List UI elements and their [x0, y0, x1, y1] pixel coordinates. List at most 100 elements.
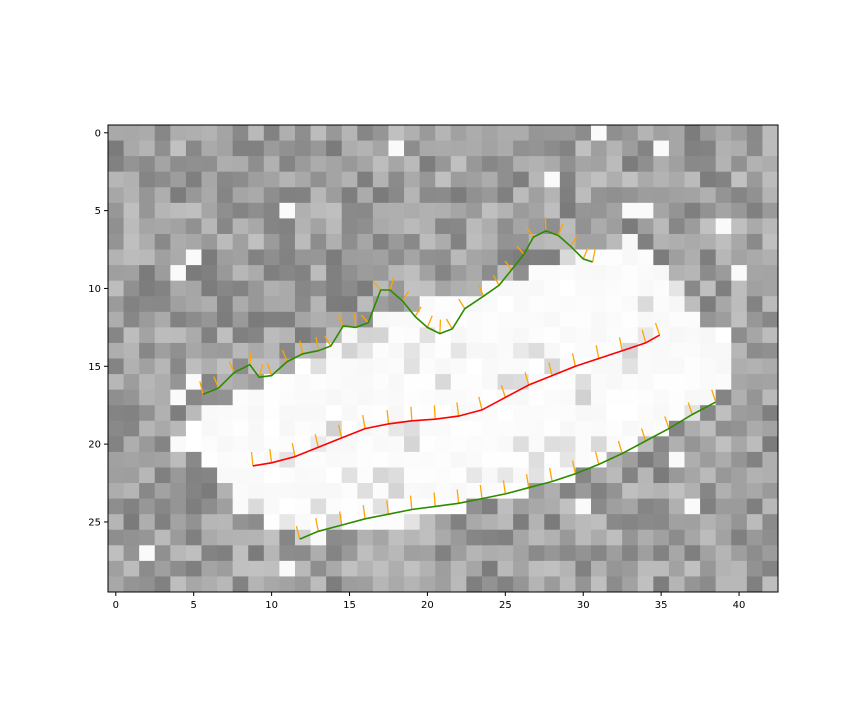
heatmap-cell [731, 233, 748, 251]
heatmap-cell [139, 187, 156, 204]
heatmap-cell [404, 171, 421, 188]
heatmap-cell [185, 249, 203, 266]
heatmap-cell [263, 358, 280, 375]
heatmap-cell [435, 389, 452, 406]
heatmap-cell [108, 374, 125, 391]
heatmap-cell [435, 358, 452, 375]
heatmap-cell [232, 202, 249, 219]
heatmap-cell [185, 327, 203, 344]
heatmap-cell [622, 358, 639, 375]
heatmap-cell [559, 560, 577, 578]
heatmap-cell [185, 405, 203, 422]
heatmap-cell [466, 436, 483, 453]
heatmap-cell [154, 265, 171, 282]
heatmap-cell [372, 374, 390, 391]
heatmap-cell [622, 514, 639, 531]
heatmap-cell [762, 187, 778, 204]
heatmap-cell [746, 156, 764, 173]
heatmap-cell [559, 296, 577, 313]
heatmap-cell [715, 576, 732, 592]
heatmap-cell [497, 560, 514, 578]
heatmap-cell [310, 296, 327, 313]
normal-tick [594, 451, 600, 465]
heatmap-cell [513, 545, 530, 562]
heatmap-cell [248, 436, 265, 453]
heatmap-cell [201, 420, 218, 437]
heatmap-cell [294, 389, 312, 406]
heatmap-cell [388, 451, 405, 469]
heatmap-cell [528, 187, 545, 204]
heatmap-cell [232, 374, 249, 391]
heatmap-cell [185, 374, 203, 391]
heatmap-cell [341, 140, 358, 157]
heatmap-cell [528, 140, 545, 157]
heatmap-cell [513, 436, 530, 453]
heatmap-cell [123, 420, 140, 437]
heatmap-cell [622, 483, 639, 500]
heatmap-cell [170, 218, 187, 235]
heatmap-cell [715, 467, 732, 484]
heatmap-cell [294, 233, 312, 251]
heatmap-cell [544, 202, 561, 219]
heatmap-cell [310, 265, 327, 282]
heatmap-cell [372, 451, 390, 469]
heatmap-cell [201, 560, 218, 578]
heatmap-cell [248, 576, 265, 592]
normal-tick [281, 349, 288, 362]
heatmap-cell [559, 140, 577, 157]
heatmap-cell [700, 202, 717, 219]
heatmap-cell [513, 420, 530, 437]
heatmap-cell [731, 389, 748, 406]
heatmap-cell [450, 125, 467, 142]
heatmap-cell [294, 171, 312, 188]
heatmap-cell [746, 483, 764, 500]
heatmap-cell [591, 545, 608, 562]
heatmap-cell [497, 545, 514, 562]
heatmap-cell [622, 249, 639, 266]
heatmap-cell [326, 140, 343, 157]
heatmap-cell [388, 436, 405, 453]
heatmap-cell [746, 467, 764, 484]
heatmap-cell [762, 249, 778, 266]
heatmap-cell [185, 358, 203, 375]
heatmap-cell [185, 560, 203, 578]
heatmap-cell [372, 576, 390, 592]
heatmap-cell [513, 514, 530, 531]
heatmap-cell [419, 420, 436, 437]
heatmap-cell [185, 296, 203, 313]
heatmap-cell [435, 140, 452, 157]
heatmap-cell [154, 218, 171, 235]
heatmap-cell [450, 140, 467, 157]
heatmap-cell [154, 374, 171, 391]
heatmap-cell [123, 576, 140, 592]
heatmap-cell [217, 576, 234, 592]
heatmap-cell [139, 467, 156, 484]
heatmap-cell [326, 125, 343, 142]
heatmap-cell [108, 405, 125, 422]
heatmap-cell [435, 171, 452, 188]
heatmap-cell [310, 545, 327, 562]
heatmap-cell [232, 498, 249, 515]
heatmap-cell [606, 358, 623, 375]
heatmap-cell [388, 342, 405, 360]
heatmap-cell [559, 280, 577, 297]
heatmap-cell [513, 156, 530, 173]
heatmap-cell [450, 171, 467, 188]
heatmap-cell [435, 311, 452, 328]
heatmap-cell [404, 545, 421, 562]
normal-tick [414, 306, 422, 317]
heatmap-cell [622, 576, 639, 592]
heatmap-cell [746, 545, 764, 562]
heatmap-cell [622, 187, 639, 204]
heatmap-cell [575, 514, 592, 531]
heatmap-cell [217, 140, 234, 157]
heatmap-cell [622, 420, 639, 437]
heatmap-cell [544, 514, 561, 531]
heatmap-cell [294, 374, 312, 391]
heatmap-cell [762, 560, 778, 578]
heatmap-cell [201, 296, 218, 313]
heatmap-cell [544, 233, 561, 251]
heatmap-cell [108, 233, 125, 251]
heatmap-cell [232, 171, 249, 188]
heatmap-cell [419, 529, 436, 546]
